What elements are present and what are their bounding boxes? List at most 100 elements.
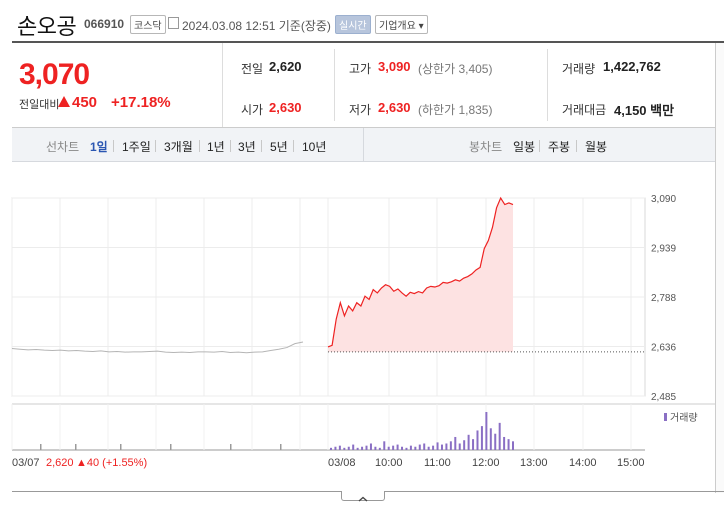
volume-bar xyxy=(409,445,412,450)
low-label: 저가 xyxy=(349,103,372,117)
volume-bar xyxy=(467,434,470,450)
prev-close-value: 2,620 xyxy=(269,59,302,74)
x-tick-label: 15:00 xyxy=(617,457,645,469)
y-tick-label: 2,788 xyxy=(651,293,676,304)
price-panel xyxy=(12,43,223,127)
volume-bar xyxy=(445,443,448,450)
panel-divider xyxy=(12,127,724,128)
divider xyxy=(113,140,114,152)
x-tick-label: 14:00 xyxy=(569,457,597,469)
volume-bar xyxy=(338,445,341,450)
high-label: 고가 xyxy=(349,62,372,76)
divider xyxy=(293,140,294,152)
volume-bar xyxy=(75,444,77,450)
line-chart-label: 선차트 xyxy=(46,140,80,154)
volume-bar xyxy=(489,428,492,450)
prev-day-price-label: 2,620 xyxy=(46,457,74,469)
y-tick-label: 3,090 xyxy=(651,194,676,205)
stock-name: 손오공 xyxy=(17,14,77,39)
divider xyxy=(155,140,156,152)
period-bar xyxy=(12,128,724,162)
volume-bar xyxy=(365,445,368,450)
volume-bar xyxy=(396,444,399,450)
price-change-percent: +17.18% xyxy=(111,94,171,111)
upper-limit: (상한가 3,405) xyxy=(418,62,493,76)
collapse-chart-button[interactable] xyxy=(341,491,385,502)
volume-bar xyxy=(40,444,42,450)
quote-datetime: 2024.03.08 12:51 기준(장중) xyxy=(182,19,331,33)
volume-bar xyxy=(480,426,483,450)
volume-bar xyxy=(498,422,501,450)
divider xyxy=(261,140,262,152)
quote-divider xyxy=(547,49,548,121)
realtime-button[interactable]: 실시간 xyxy=(335,15,371,34)
volume-bar xyxy=(427,446,430,450)
low-value: 2,630 xyxy=(378,100,411,115)
prev-day-series-line xyxy=(11,341,304,354)
volume-bar xyxy=(449,441,452,450)
divider xyxy=(363,128,364,161)
volume-legend-swatch xyxy=(664,413,667,421)
amount-value: 4,150 백만 xyxy=(614,103,675,118)
volume-bar xyxy=(330,447,332,450)
volume-bar xyxy=(383,441,386,450)
volume-bar xyxy=(334,446,337,450)
divider xyxy=(576,140,577,152)
candle-chart-label: 봉차트 xyxy=(469,140,503,154)
volume-bar xyxy=(476,430,479,450)
period-1y[interactable]: 1년 xyxy=(207,140,225,154)
volume-bar xyxy=(507,439,510,450)
y-tick-label: 2,485 xyxy=(651,392,676,403)
volume-label: 거래량 xyxy=(562,62,596,76)
period-1w[interactable]: 1주일 xyxy=(122,140,151,154)
period-5y[interactable]: 5년 xyxy=(270,140,288,154)
chevron-up-icon xyxy=(358,496,368,502)
header-divider xyxy=(12,41,724,43)
candle-weekly[interactable]: 주봉 xyxy=(548,140,571,154)
volume-bar xyxy=(440,444,443,450)
volume-bar xyxy=(356,447,359,450)
period-3y[interactable]: 3년 xyxy=(238,140,256,154)
volume-bar xyxy=(120,444,122,450)
period-3m[interactable]: 3개월 xyxy=(164,140,193,154)
volume-value: 1,422,762 xyxy=(603,59,661,74)
volume-bar xyxy=(374,446,377,450)
volume-bar xyxy=(347,446,350,450)
today-series-area xyxy=(328,198,513,352)
volume-bar xyxy=(423,443,426,450)
open-value: 2,630 xyxy=(269,100,302,115)
volume-bar xyxy=(494,433,497,450)
company-overview-button[interactable]: 기업개요 ▾ xyxy=(375,15,428,34)
divider xyxy=(230,140,231,152)
period-1d[interactable]: 1일 xyxy=(90,140,108,154)
x-tick-label: 10:00 xyxy=(375,457,403,469)
high-value: 3,090 xyxy=(378,59,411,74)
volume-bar xyxy=(414,446,417,450)
volume-bar xyxy=(230,444,232,450)
lower-limit: (하한가 1,835) xyxy=(418,103,493,117)
chart-scrollbar[interactable] xyxy=(715,43,724,493)
volume-bar xyxy=(503,436,506,450)
period-10y[interactable]: 10년 xyxy=(302,140,327,154)
candle-monthly[interactable]: 월봉 xyxy=(585,140,608,154)
candle-daily[interactable]: 일봉 xyxy=(513,140,536,154)
volume-bar xyxy=(170,444,172,450)
x-tick-label: 03/07 xyxy=(12,457,40,469)
volume-bar xyxy=(472,439,475,450)
stock-code: 066910 xyxy=(84,17,125,31)
prev-close-label: 전일 xyxy=(241,62,264,76)
x-tick-label: 13:00 xyxy=(520,457,548,469)
volume-bar xyxy=(454,436,457,450)
divider xyxy=(539,140,540,152)
volume-bar xyxy=(405,447,408,450)
amount-label: 거래대금 xyxy=(562,103,607,117)
volume-bar xyxy=(436,442,439,450)
x-tick-label: 12:00 xyxy=(472,457,500,469)
volume-bar xyxy=(418,444,421,450)
y-tick-label: 2,939 xyxy=(651,244,676,255)
quote-divider xyxy=(334,49,335,121)
volume-bar xyxy=(401,446,404,450)
volume-bar xyxy=(432,445,435,450)
market-badge: 코스닥 xyxy=(130,15,166,34)
x-tick-label: 11:00 xyxy=(424,457,451,469)
